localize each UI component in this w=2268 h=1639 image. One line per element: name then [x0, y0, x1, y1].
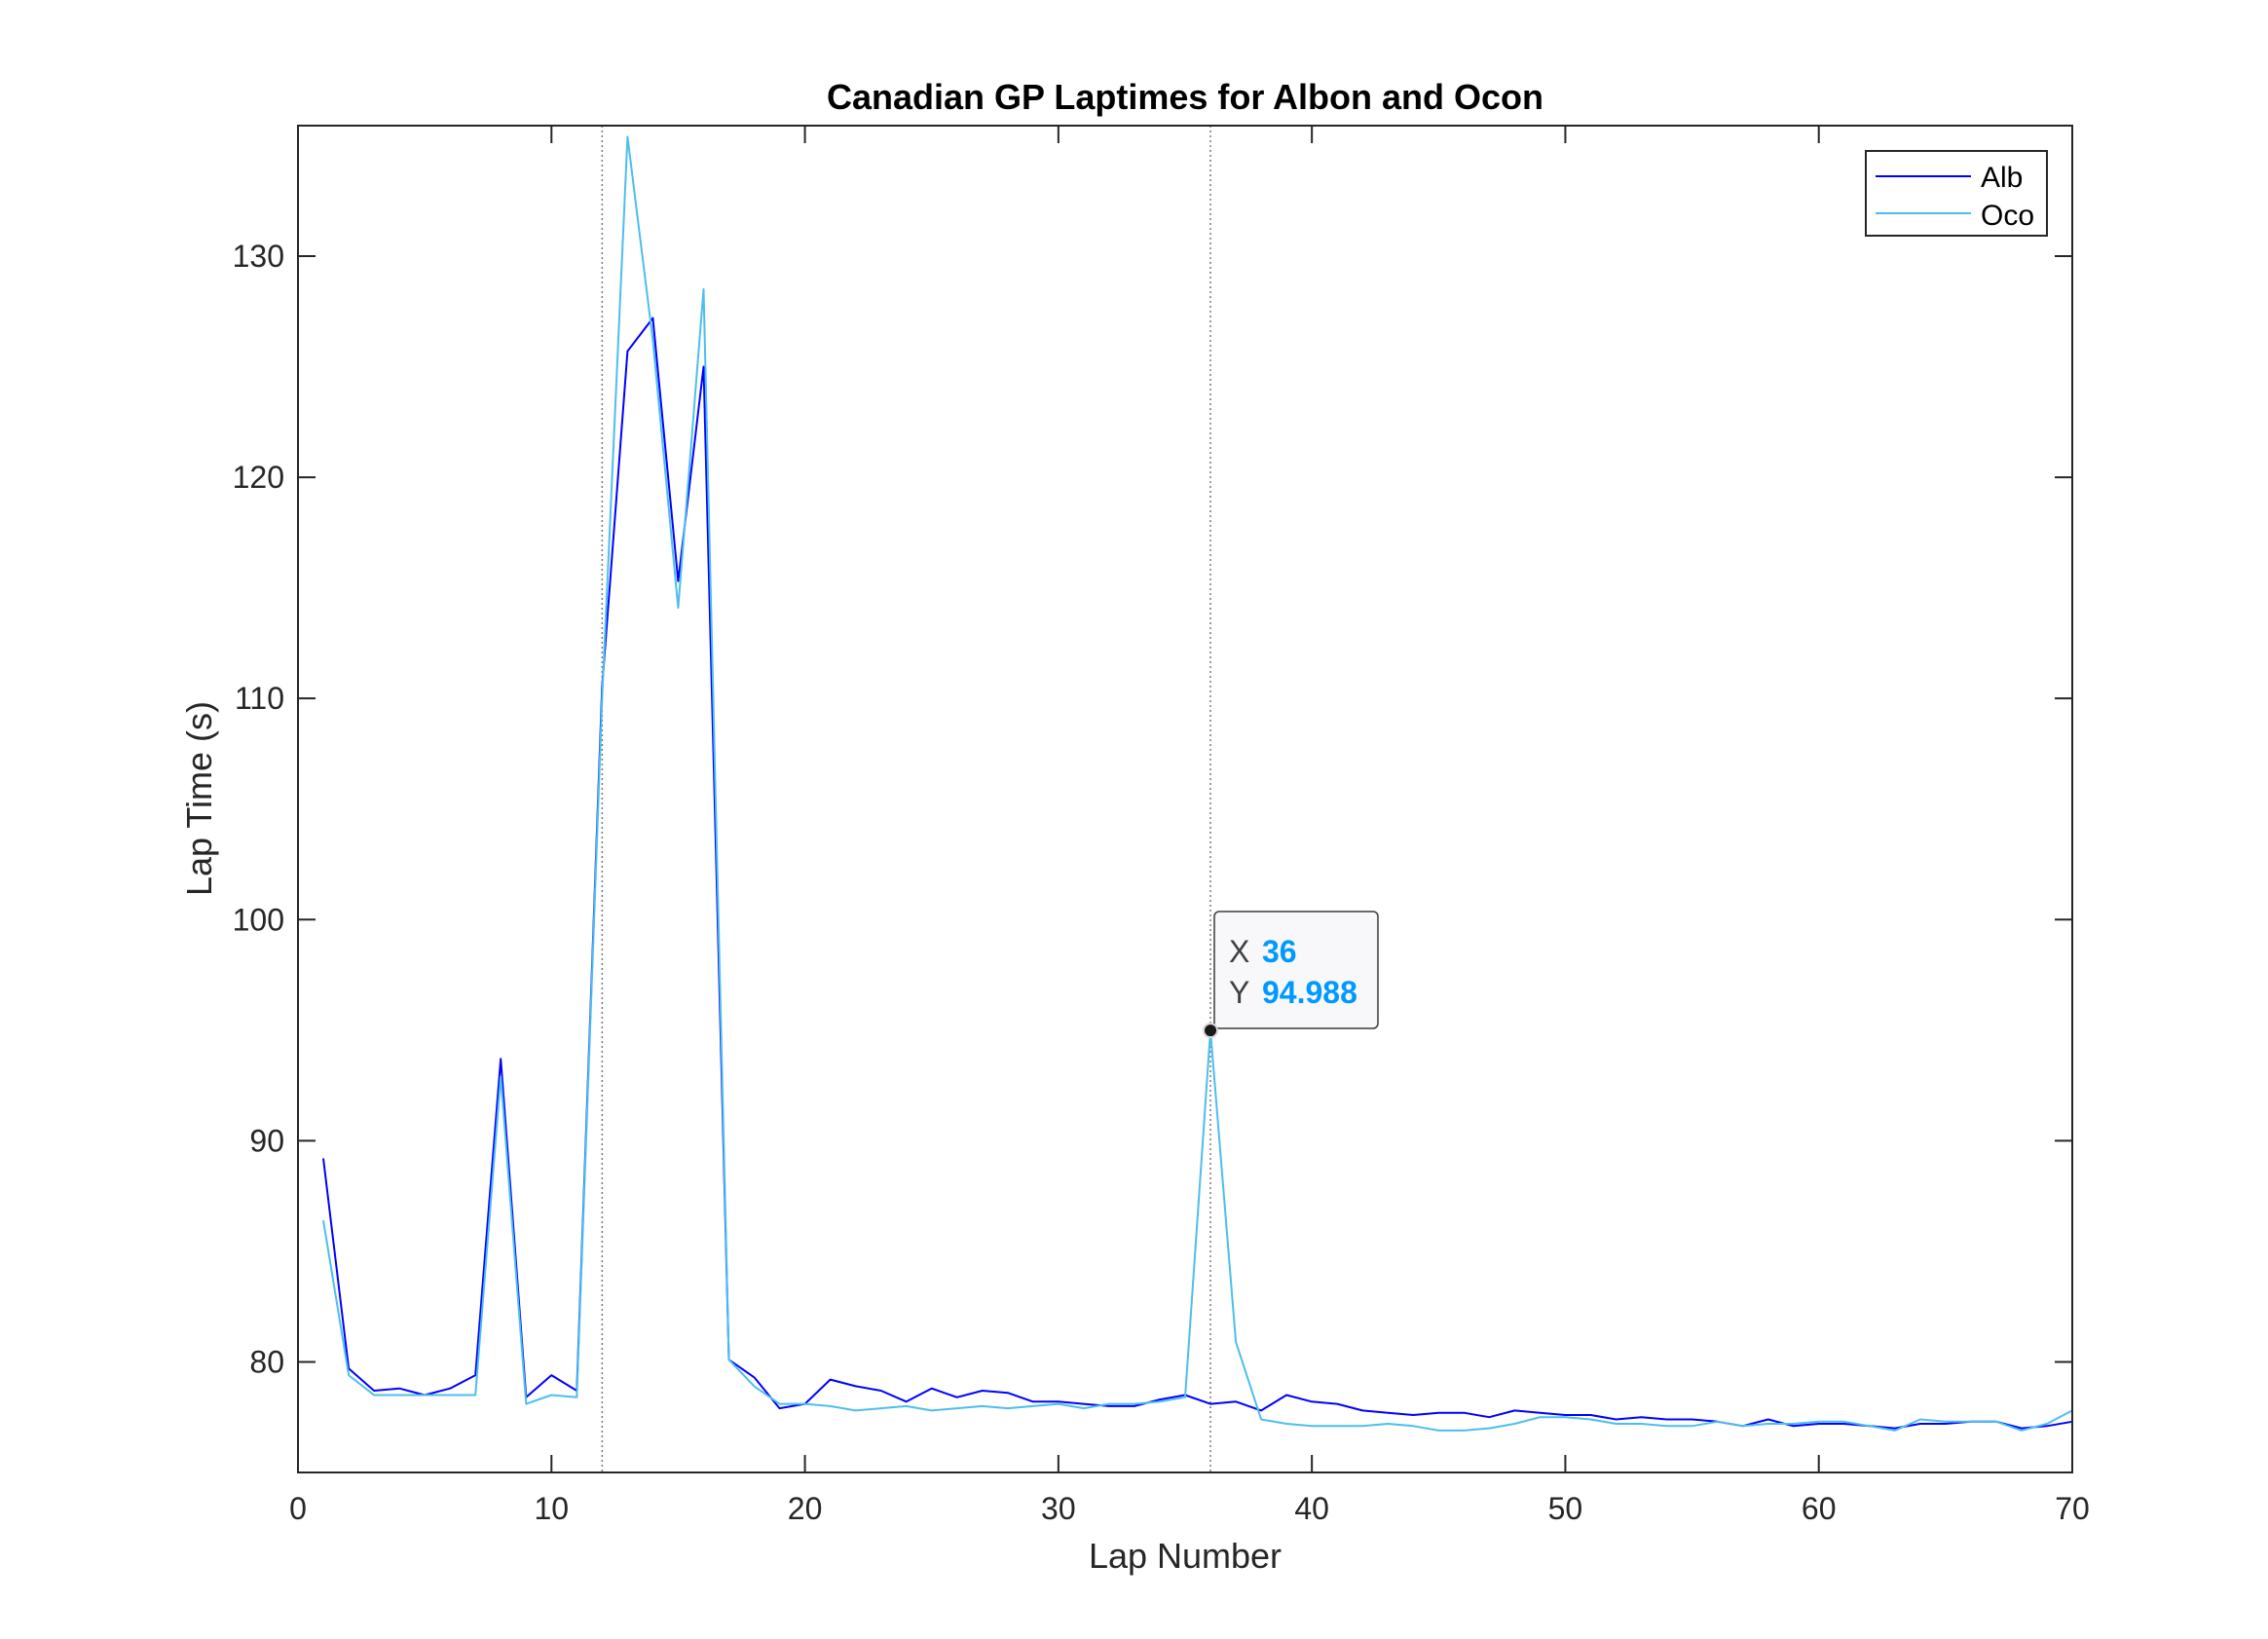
reference-lines: [601, 126, 1211, 1472]
series-layer: [322, 135, 2073, 1432]
ticks-layer: 0 10 20 30 40 50 60 70 80 90 100 110 120 130: [233, 126, 2090, 1526]
chart-title: Canadian GP Laptimes for Albon and Ocon: [827, 77, 1543, 117]
x-axis-label: Lap Number: [1089, 1536, 1282, 1576]
y-tick-label: 90: [249, 1123, 284, 1158]
y-tick-label: 110: [235, 681, 284, 716]
data-tip[interactable]: X 36 Y 94.988: [1203, 911, 1379, 1039]
data-tip-box: [1213, 911, 1379, 1029]
x-tick-label: 50: [1548, 1491, 1583, 1526]
legend-label-alb: Alb: [1981, 162, 2023, 194]
legend-box: [1865, 150, 2048, 237]
series-line-alb: [322, 317, 2073, 1430]
legend[interactable]: Alb Oco: [1865, 150, 2048, 237]
y-tick-label: 130: [233, 239, 284, 274]
series-line-oco: [322, 135, 2073, 1432]
y-tick-label: 100: [233, 902, 284, 937]
data-tip-x-key: X: [1229, 934, 1249, 969]
x-tick-label: 70: [2055, 1491, 2090, 1526]
x-tick-label: 30: [1041, 1491, 1076, 1526]
axes-background: [298, 126, 2072, 1472]
axes-box: [297, 125, 2073, 1473]
y-tick-label: 80: [249, 1344, 284, 1379]
legend-label-oco: Oco: [1981, 200, 2034, 232]
data-tip-x-value: 36: [1262, 934, 1297, 969]
y-tick-label: 120: [233, 460, 284, 495]
data-tip-marker: [1203, 1023, 1219, 1039]
data-tip-y-key: Y: [1229, 975, 1249, 1010]
plot-area[interactable]: 0 10 20 30 40 50 60 70 80 90 100 110 120 130: [233, 125, 2090, 1526]
x-tick-label: 60: [1802, 1491, 1837, 1526]
data-tip-y-value: 94.988: [1262, 975, 1357, 1010]
x-tick-label: 20: [788, 1491, 823, 1526]
x-tick-label: 0: [289, 1491, 307, 1526]
x-tick-label: 40: [1294, 1491, 1329, 1526]
x-tick-label: 10: [534, 1491, 569, 1526]
y-axis-label: Lap Time (s): [179, 701, 219, 896]
